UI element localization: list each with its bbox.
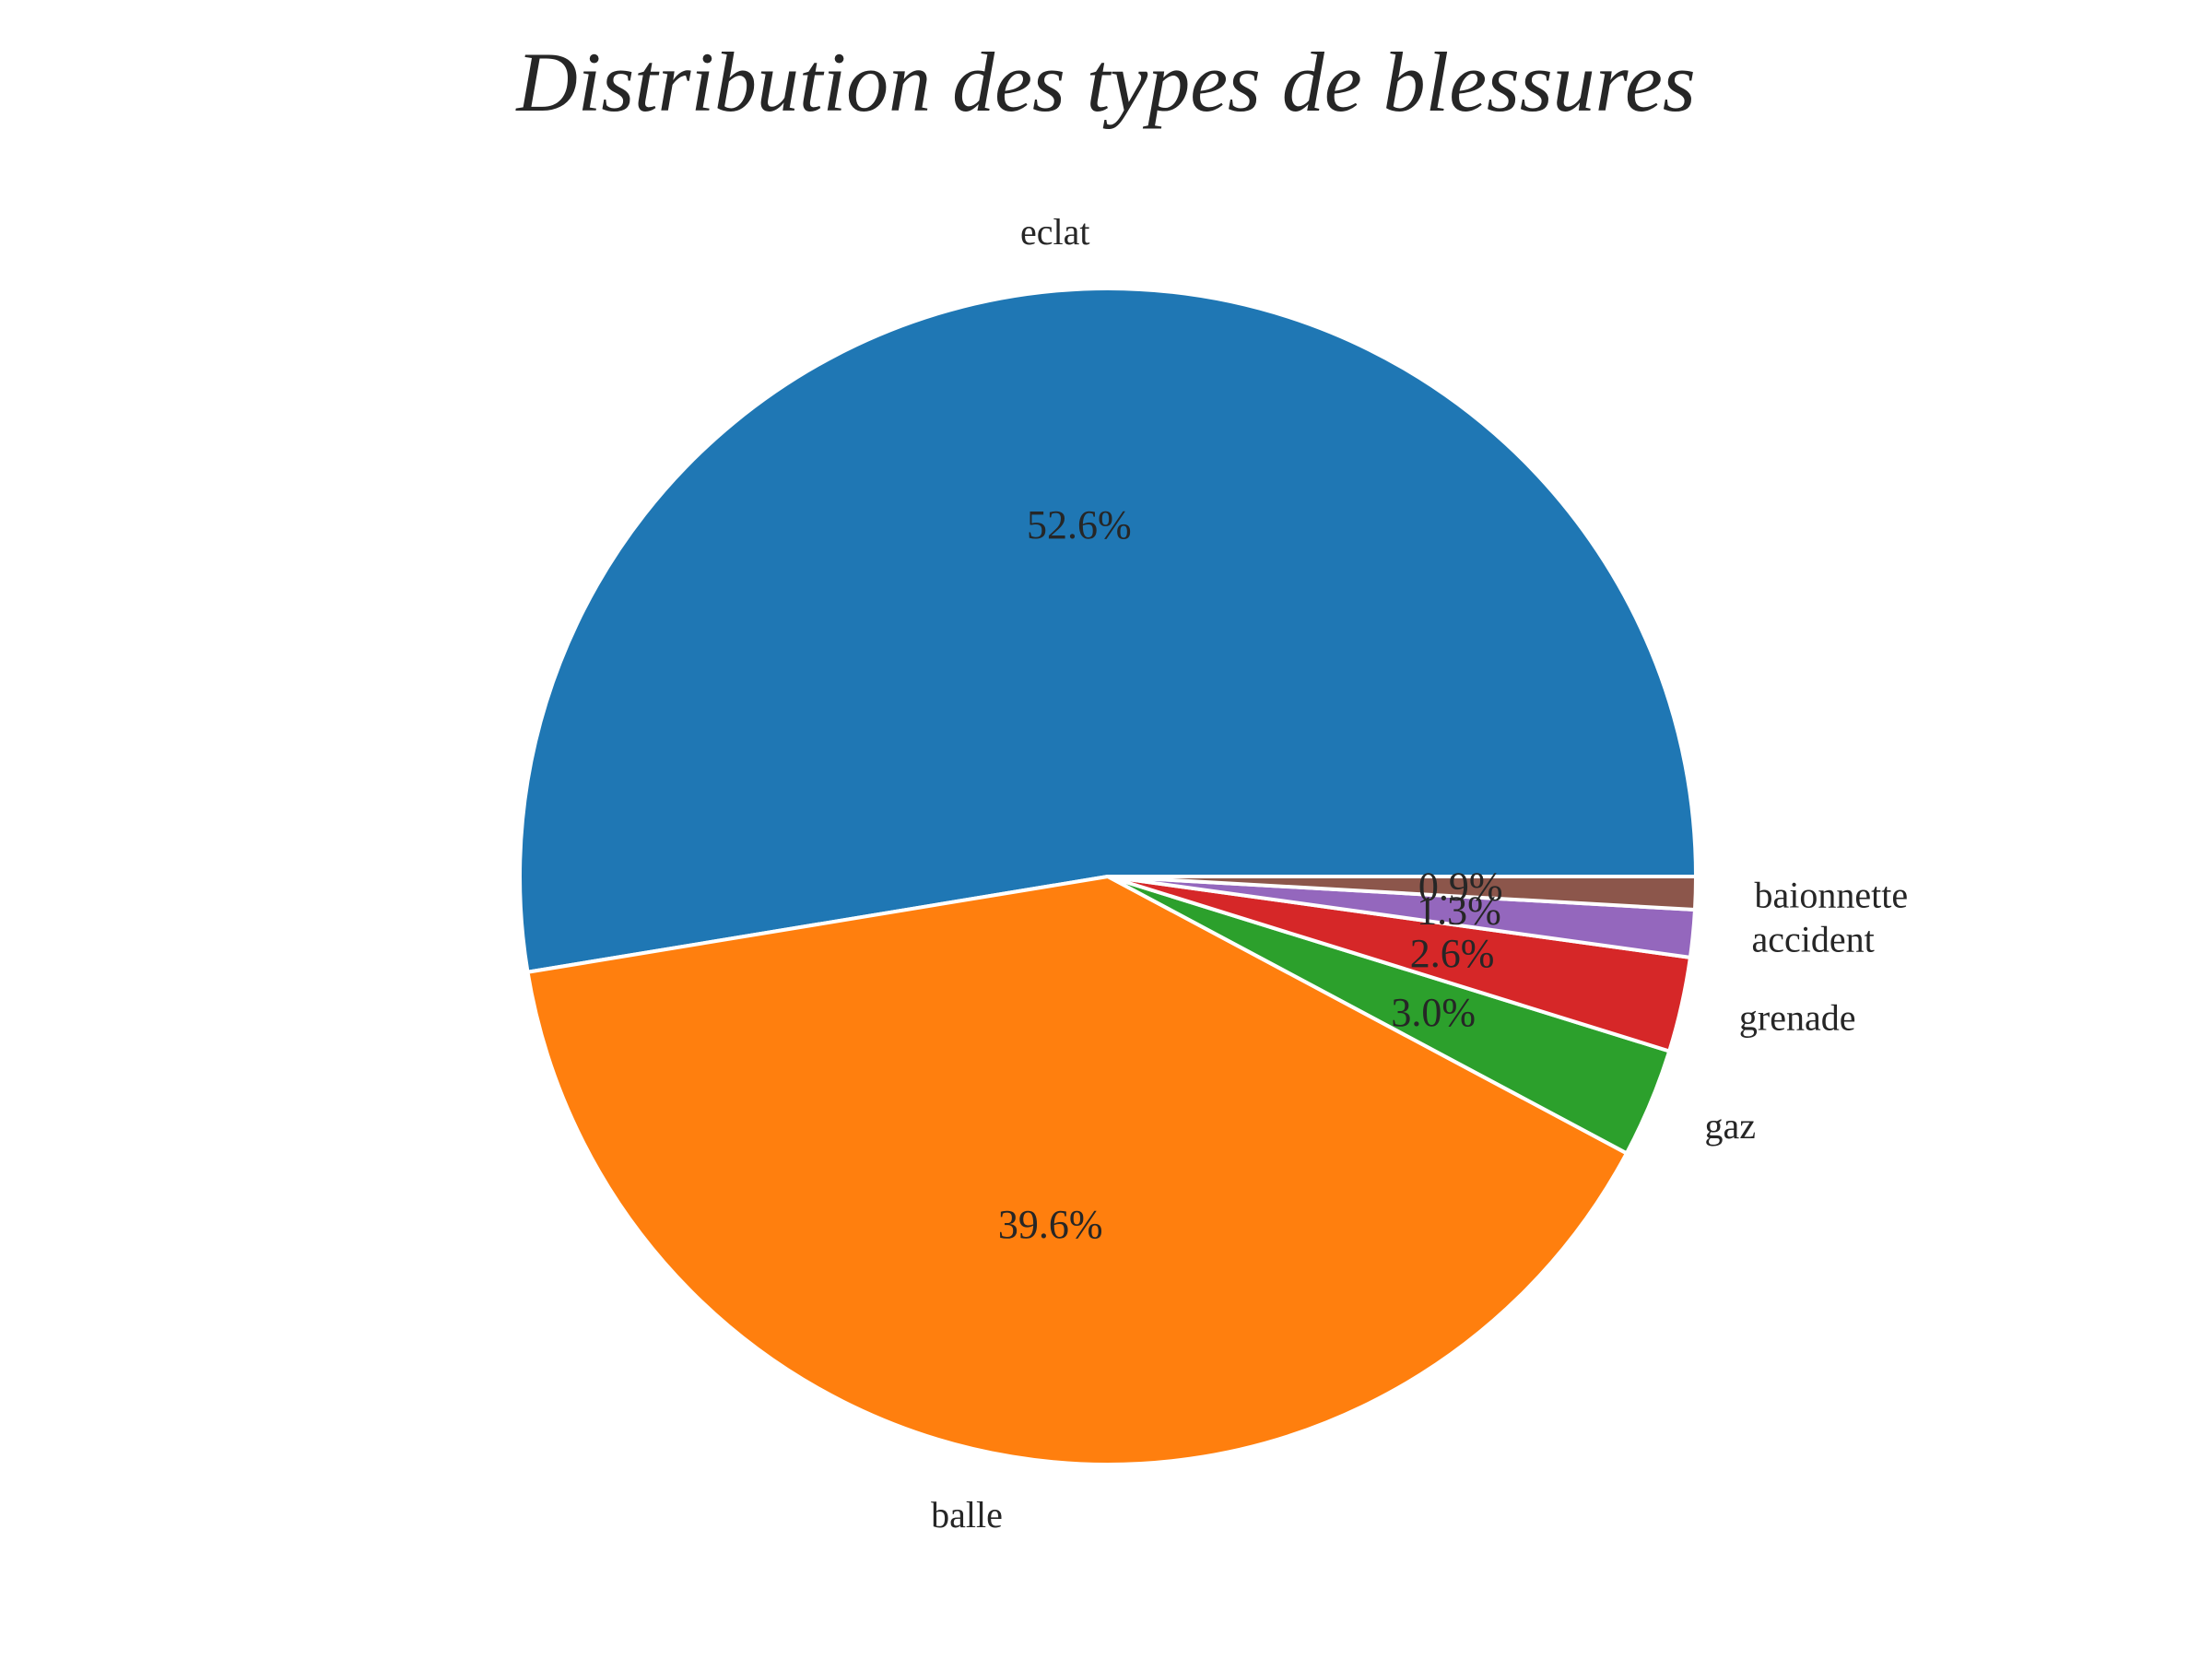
pct-label-balle: 39.6% xyxy=(998,1202,1103,1247)
pct-label-accident: 1.3% xyxy=(1417,888,1501,934)
slice-label-grenade: grenade xyxy=(1739,997,1856,1039)
pct-label-gaz: 3.0% xyxy=(1391,990,1476,1035)
pie-slice-balle xyxy=(525,875,1629,1466)
chart-title: Distribution des types de blessures xyxy=(514,35,1695,129)
pct-label-baionnette: 0.9% xyxy=(1418,864,1503,909)
slice-label-eclat: eclat xyxy=(1020,211,1090,253)
slice-label-balle: balle xyxy=(931,1494,1003,1535)
pie-slice-eclat xyxy=(518,286,1698,974)
slice-label-accident: accident xyxy=(1751,919,1874,960)
pie-labels: eclat 52.6% balle 39.6% gaz 3.0% grenade 2.6% ac… xyxy=(931,211,1908,1535)
slice-label-gaz: gaz xyxy=(1705,1105,1757,1147)
pie-slice-baionnette xyxy=(1106,875,1698,912)
pct-label-eclat: 52.6% xyxy=(1027,502,1132,547)
pie-slices xyxy=(518,286,1698,1466)
pct-label-grenade: 2.6% xyxy=(1410,931,1495,976)
slice-label-baionnette: baionnette xyxy=(1755,874,1909,915)
